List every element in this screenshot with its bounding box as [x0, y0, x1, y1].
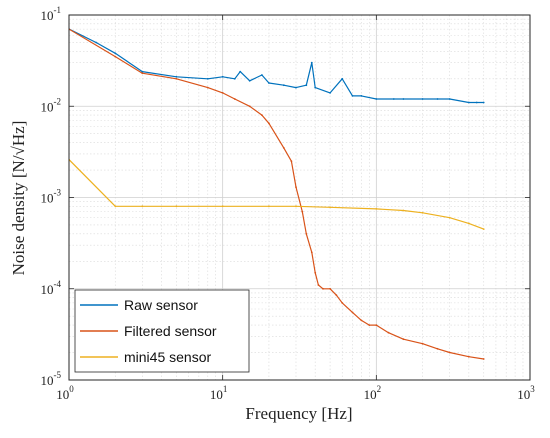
data-point [141, 70, 144, 73]
data-point [206, 77, 209, 80]
data-point [261, 74, 263, 76]
data-point [175, 75, 178, 78]
data-point [329, 287, 331, 290]
series-2 [69, 28, 485, 360]
y-tick-labels: 10-5 10-4 10-3 10-2 10-1 [41, 5, 62, 388]
data-point [268, 82, 270, 84]
data-point [221, 75, 224, 78]
data-point [295, 205, 297, 208]
data-point [467, 222, 470, 225]
data-point [322, 287, 324, 290]
y-axis-label: Noise density [N/√Hz] [9, 121, 28, 276]
legend-label: Raw sensor [124, 297, 198, 313]
data-point [375, 98, 378, 100]
data-point [421, 342, 424, 345]
data-point [421, 98, 424, 100]
legend-label: Filtered sensor [124, 323, 217, 339]
data-point [341, 302, 344, 304]
data-point [268, 122, 270, 125]
data-point [375, 324, 378, 326]
x-tick-labels: 100 101 102 103 [56, 384, 535, 402]
data-point [329, 92, 331, 94]
x-tick-label: 101 [210, 384, 228, 402]
y-tick-label: 10-3 [41, 188, 62, 206]
x-tick-label: 103 [517, 384, 535, 402]
data-point [282, 84, 285, 87]
data-point [248, 79, 251, 82]
data-point [114, 205, 117, 208]
data-point [351, 311, 354, 314]
y-tick-label: 10-4 [41, 279, 62, 297]
data-point [482, 358, 485, 360]
data-point [335, 294, 338, 297]
data-point [329, 206, 331, 209]
data-point [295, 186, 297, 189]
data-point [175, 77, 178, 80]
data-point [248, 105, 251, 108]
data-point [114, 52, 117, 55]
series-line [69, 28, 484, 104]
data-point [475, 101, 478, 104]
data-point [314, 271, 317, 274]
data-point [239, 70, 242, 73]
data-point [368, 324, 371, 326]
data-point [221, 92, 224, 94]
data-point [448, 98, 451, 100]
data-point [290, 160, 293, 163]
series-layer [69, 28, 485, 360]
legend-label: mini45 sensor [124, 349, 211, 365]
data-point [95, 41, 97, 44]
tick-marks [68, 14, 531, 381]
data-point [436, 347, 439, 350]
data-point [206, 86, 209, 89]
series-line [69, 159, 484, 230]
data-point [436, 98, 439, 100]
data-point [341, 77, 344, 80]
data-point [351, 95, 354, 97]
data-point [482, 101, 485, 104]
data-point [392, 98, 395, 100]
data-point [402, 209, 405, 212]
data-point [282, 147, 285, 149]
data-point [448, 351, 451, 354]
data-point [387, 331, 390, 334]
data-point [402, 98, 405, 100]
data-point [261, 114, 263, 116]
data-point [448, 216, 451, 219]
data-point [402, 338, 405, 341]
data-point [114, 55, 117, 58]
data-point [482, 228, 485, 231]
data-point [175, 205, 178, 208]
y-tick-label: 10-1 [41, 5, 62, 23]
data-point [360, 95, 363, 97]
x-axis-label: Frequency [Hz] [245, 404, 352, 423]
data-point [421, 211, 424, 214]
data-point [360, 319, 363, 322]
series-1 [69, 28, 485, 104]
data-point [301, 210, 304, 213]
data-point [233, 77, 236, 80]
data-point [305, 232, 308, 235]
data-point [268, 205, 270, 208]
data-point [305, 84, 308, 87]
data-point [310, 251, 313, 254]
data-point [467, 101, 470, 104]
y-tick-label: 10-5 [41, 370, 62, 388]
data-point [221, 205, 224, 208]
legend: Raw sensor Filtered sensor mini45 sensor [74, 289, 250, 373]
series-3 [69, 158, 485, 231]
data-point [317, 284, 320, 286]
y-tick-label: 10-2 [41, 96, 62, 114]
data-point [310, 61, 313, 64]
data-point [467, 355, 470, 358]
data-point [141, 72, 144, 75]
data-point [141, 205, 144, 208]
x-tick-label: 102 [364, 384, 382, 402]
data-point [233, 98, 236, 100]
data-point [314, 86, 317, 89]
data-point [375, 208, 378, 210]
x-tick-label: 100 [56, 384, 74, 402]
data-point [295, 86, 297, 89]
